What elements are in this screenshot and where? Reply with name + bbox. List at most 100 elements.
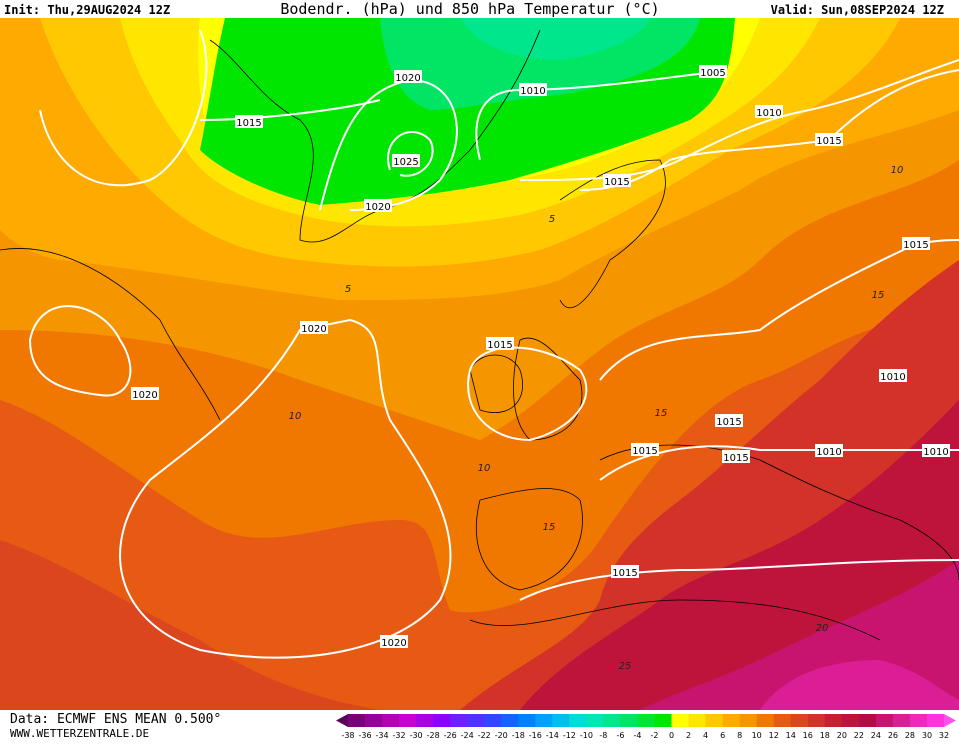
colorbar-bin <box>739 714 758 727</box>
map-labels: 1020101010051010101510151025102010151015… <box>131 65 950 672</box>
colorbar-tick-label: -16 <box>529 731 542 740</box>
colorbar-tick-label: -20 <box>495 731 508 740</box>
colorbar-bin <box>399 714 417 727</box>
isobar-label: 1015 <box>723 453 748 464</box>
colorbar-arrow <box>944 714 956 727</box>
colorbar-tick-label: -8 <box>599 731 607 740</box>
isobars <box>28 29 959 659</box>
isobar-label-box <box>611 565 639 578</box>
isobar-label: 1010 <box>756 108 781 119</box>
isobar-label-box <box>519 83 547 96</box>
colorbar-bin <box>501 714 519 727</box>
colorbar-bin <box>416 714 434 727</box>
isobar-label-box <box>486 337 514 350</box>
colorbar-bin <box>858 714 877 727</box>
isobar-label: 1025 <box>393 157 418 168</box>
isobar-label: 1015 <box>487 340 512 351</box>
isotherm-label: 15 <box>655 408 668 419</box>
colorbar-bin <box>518 714 536 727</box>
isobar-label-box <box>394 70 422 83</box>
colorbar-bin <box>773 714 792 727</box>
isobar-label: 1010 <box>816 447 841 458</box>
isotherm-label: 15 <box>543 522 556 533</box>
header-strip <box>0 0 959 18</box>
colorbar-tick-label: 30 <box>922 731 932 740</box>
colorbar-tick-label: 16 <box>803 731 813 740</box>
colorbar-bin <box>467 714 485 727</box>
map-title: Bodendr. (hPa) und 850 hPa Temperatur (°… <box>280 0 659 18</box>
valid-text: Valid: Sun,08SEP2024 12Z <box>771 3 944 17</box>
colorbar-bin <box>705 714 724 727</box>
colorbar-bin <box>824 714 843 727</box>
colorbar-bin <box>875 714 894 727</box>
temperature-field <box>0 18 959 710</box>
isobar-label: 1015 <box>903 240 928 251</box>
isobar-label-box <box>131 387 159 400</box>
isobar-label: 1005 <box>700 68 725 79</box>
colorbar-tick-label: -4 <box>633 731 641 740</box>
colorbar-bin <box>603 714 621 727</box>
isobar-label: 1015 <box>612 568 637 579</box>
colorbar-bin <box>654 714 673 727</box>
colorbar-bin <box>790 714 809 727</box>
colorbar-tick-label: -26 <box>444 731 457 740</box>
colorbar-bin <box>637 714 656 727</box>
colorbar-bin <box>926 714 945 727</box>
colorbar-tick-label: -38 <box>341 731 354 740</box>
isobar-label-box <box>235 115 263 128</box>
colorbar-tick-label: 10 <box>752 731 762 740</box>
colorbar-tick-label: -32 <box>393 731 406 740</box>
colorbar-bin <box>382 714 400 727</box>
colorbar-tick-label: 22 <box>854 731 864 740</box>
isobar-label-box <box>922 444 950 457</box>
isobar-label-box <box>380 635 408 648</box>
isobar-label: 1010 <box>520 86 545 97</box>
colorbar-tick-label: -2 <box>651 731 659 740</box>
colorbar-tick-label: 32 <box>939 731 949 740</box>
colorbar-tick-label: -24 <box>461 731 474 740</box>
colorbar-bin <box>756 714 775 727</box>
colorbar-bin <box>535 714 553 727</box>
colorbar-tick-label: -22 <box>478 731 491 740</box>
isobar-label-box <box>879 369 907 382</box>
isotherm-label: 25 <box>619 661 632 672</box>
isobar-label-box <box>755 105 783 118</box>
coastlines <box>0 29 959 641</box>
isobar-label-box <box>815 444 843 457</box>
colorbar-tick-label: 4 <box>703 731 708 740</box>
isotherm-label: 5 <box>549 214 555 225</box>
colorbar-bin <box>841 714 860 727</box>
colorbar-bin <box>552 714 570 727</box>
isobar-label-box <box>722 450 750 463</box>
colorbar-tick-label: 24 <box>871 731 881 740</box>
colorbar-tick-label: -10 <box>580 731 593 740</box>
colorbar-bin <box>671 714 690 727</box>
colorbar-tick-label: -18 <box>512 731 525 740</box>
colorbar-tick-label: -12 <box>563 731 576 740</box>
colorbar-tick-label: 8 <box>737 731 742 740</box>
isobar-label: 1020 <box>132 390 157 401</box>
isobar-label-box <box>699 65 727 78</box>
colorbar-tick-label: -14 <box>546 731 559 740</box>
isobar-label: 1020 <box>395 73 420 84</box>
isobar-label: 1015 <box>816 136 841 147</box>
colorbar-bin <box>348 714 366 727</box>
isotherm-label: 5 <box>345 284 351 295</box>
isobar-label: 1010 <box>880 372 905 383</box>
isobar-label: 1015 <box>632 446 657 457</box>
colorbar-bin <box>892 714 911 727</box>
colorbar-bin <box>365 714 383 727</box>
isobar-label: 1015 <box>604 177 629 188</box>
isobar-label: 1020 <box>365 202 390 213</box>
isobar-label-box <box>715 414 743 427</box>
colorbar-bin <box>569 714 587 727</box>
isobar-label: 1020 <box>301 324 326 335</box>
colorbar-tick-label: 6 <box>720 731 725 740</box>
colorbar-bin <box>807 714 826 727</box>
isotherm-label: 15 <box>872 290 885 301</box>
colorbar-tick-label: -6 <box>616 731 624 740</box>
isotherm-label: 10 <box>478 463 491 474</box>
data-source: Data: ECMWF ENS MEAN 0.500° <box>10 712 221 727</box>
colorbar-bin <box>586 714 604 727</box>
